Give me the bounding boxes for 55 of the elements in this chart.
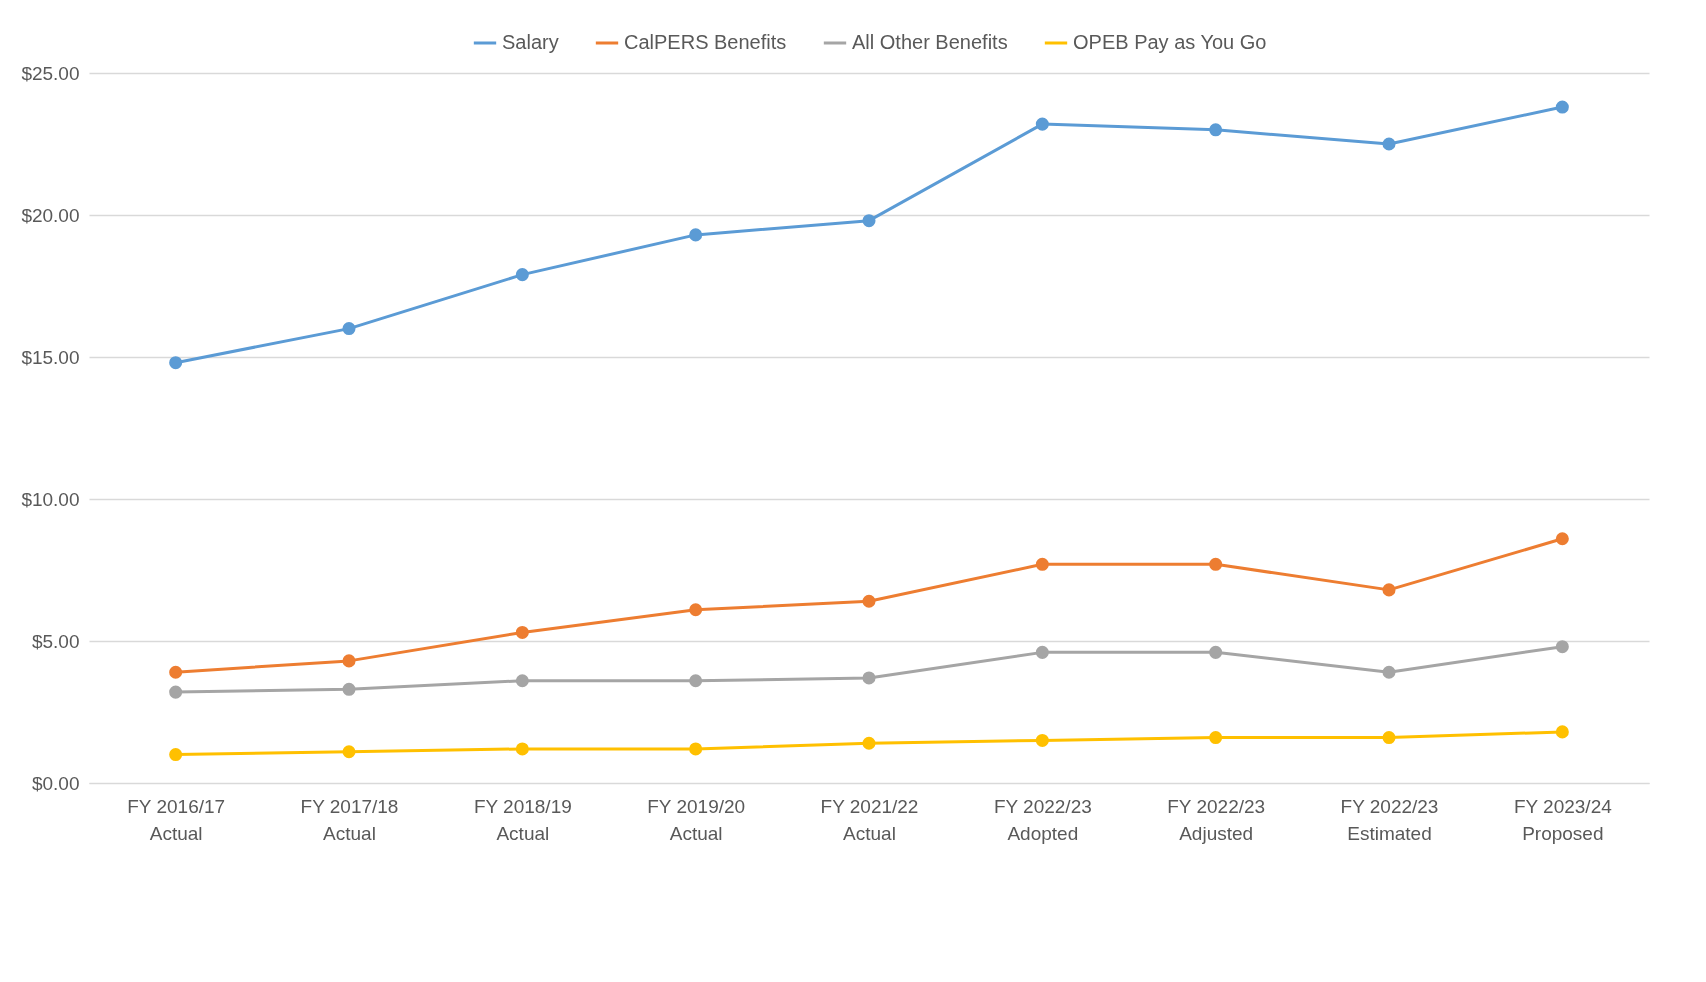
point	[1035, 557, 1049, 571]
point	[342, 745, 356, 759]
point	[1382, 665, 1396, 679]
y-tick-label: $15.00	[21, 346, 80, 368]
y-tick-label: $0.00	[31, 772, 80, 794]
point	[862, 736, 876, 750]
point	[1382, 137, 1396, 151]
point	[169, 685, 183, 699]
legend-label: OPEB Pay as You Go	[1073, 31, 1267, 53]
x-tick-label: FY 2019/20 Actual	[647, 795, 746, 844]
x-tick-label: FY 2018/19 Actual	[473, 795, 572, 844]
point	[689, 603, 703, 617]
point	[342, 682, 356, 696]
y-tick-label: $10.00	[21, 488, 80, 510]
point	[1035, 117, 1049, 131]
point	[342, 654, 356, 668]
point	[1035, 733, 1049, 747]
y-tick-label: $5.00	[31, 630, 80, 652]
x-tick-label: FY 2022/23 Estimated	[1340, 795, 1439, 844]
point	[342, 322, 356, 336]
point	[515, 742, 529, 756]
legend-label: All Other Benefits	[852, 31, 1008, 53]
point	[1555, 725, 1569, 739]
x-tick-label: FY 2021/22 Actual	[820, 795, 919, 844]
y-tick-label: $25.00	[21, 62, 80, 84]
x-tick-label: FY 2017/18 Actual	[300, 795, 399, 844]
point	[1382, 583, 1396, 597]
point	[1555, 640, 1569, 654]
point	[1209, 557, 1223, 571]
point	[1555, 532, 1569, 546]
point	[862, 214, 876, 228]
x-tick-label: FY 2022/23 Adjusted	[1167, 795, 1266, 844]
point	[1209, 123, 1223, 137]
point	[515, 625, 529, 639]
point	[169, 356, 183, 370]
point	[515, 268, 529, 282]
x-tick-label: FY 2016/17 Actual	[127, 795, 226, 844]
point	[1209, 645, 1223, 659]
point	[1382, 731, 1396, 745]
point	[862, 594, 876, 608]
x-tick-label: FY 2022/23 Adopted	[993, 795, 1092, 844]
point	[689, 742, 703, 756]
point	[169, 748, 183, 762]
point	[862, 671, 876, 685]
point	[1555, 100, 1569, 114]
point	[689, 674, 703, 688]
point	[515, 674, 529, 688]
x-tick-label: FY 2023/24 Proposed	[1513, 795, 1613, 844]
y-tick-label: $20.00	[21, 204, 80, 226]
point	[689, 228, 703, 242]
point	[169, 665, 183, 679]
point	[1035, 645, 1049, 659]
legend-label: Salary	[502, 31, 559, 53]
point	[1209, 731, 1223, 745]
legend-label: CalPERS Benefits	[624, 31, 787, 53]
